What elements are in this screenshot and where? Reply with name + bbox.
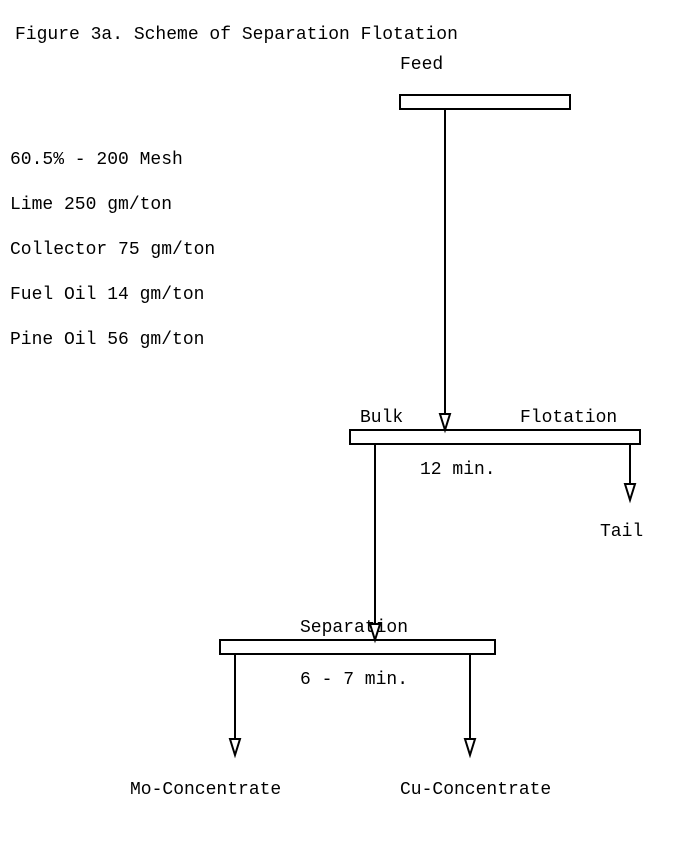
flowchart-svg [0,0,677,847]
